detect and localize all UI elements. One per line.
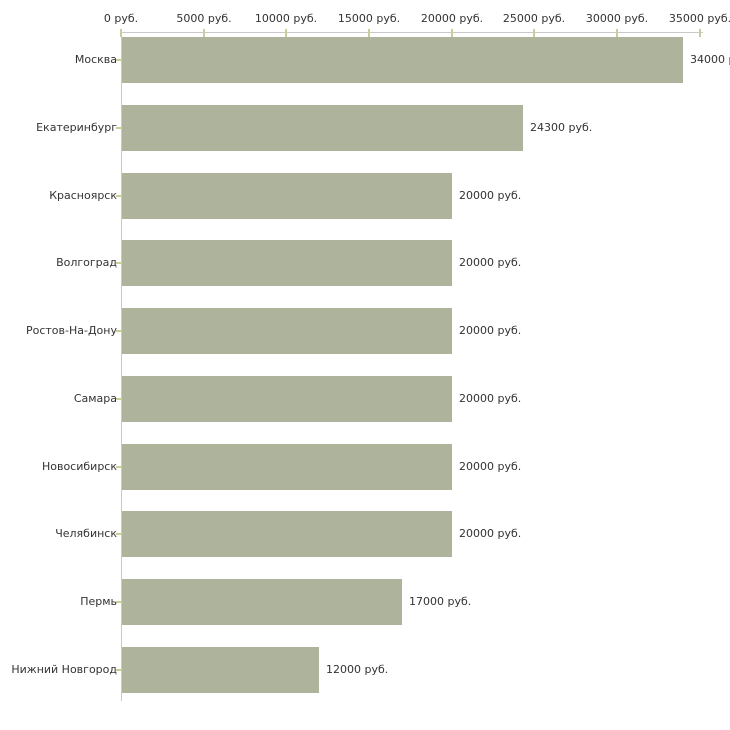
bar-8 [122,579,402,625]
x-tick-mark [285,29,287,37]
category-tick-mark [116,330,121,332]
category-tick-mark [116,398,121,400]
category-tick-mark [116,127,121,129]
x-tick-label: 35000 руб. [668,12,730,25]
bar-5 [122,376,452,422]
bar-4 [122,308,452,354]
category-tick-mark [116,466,121,468]
x-tick-mark [120,29,122,37]
value-label: 20000 руб. [459,256,522,269]
category-label: Самара [73,392,117,405]
category-tick-mark [116,262,121,264]
x-tick-mark [451,29,453,37]
category-label: Красноярск [49,189,117,202]
value-label: 20000 руб. [459,324,522,337]
value-label: 20000 руб. [459,460,522,473]
y-axis-line [121,32,122,701]
bar-9 [122,647,319,693]
x-tick-label: 0 руб. [103,12,139,25]
x-tick-mark [616,29,618,37]
category-label: Екатеринбург [36,121,117,134]
x-tick-label: 25000 руб. [502,12,566,25]
category-tick-mark [116,601,121,603]
category-label: Ростов-На-Дону [25,324,117,337]
x-tick-label: 20000 руб. [420,12,484,25]
category-label: Челябинск [55,527,117,540]
value-label: 34000 руб. [690,53,730,66]
category-label: Москва [74,53,117,66]
bar-3 [122,240,452,286]
value-label: 24300 руб. [530,121,593,134]
x-tick-label: 5000 руб. [176,12,232,25]
bar-7 [122,511,452,557]
x-axis-line [121,32,703,33]
x-tick-label: 10000 руб. [254,12,318,25]
category-label: Нижний Новгород [11,663,117,676]
bar-2 [122,173,452,219]
category-label: Пермь [80,595,117,608]
x-tick-label: 15000 руб. [337,12,401,25]
x-tick-label: 30000 руб. [585,12,649,25]
category-tick-mark [116,669,121,671]
x-tick-mark [699,29,701,37]
value-label: 17000 руб. [409,595,472,608]
value-label: 20000 руб. [459,392,522,405]
bar-6 [122,444,452,490]
category-tick-mark [116,59,121,61]
value-label: 20000 руб. [459,527,522,540]
bar-0 [122,37,683,83]
x-tick-mark [368,29,370,37]
x-tick-mark [203,29,205,37]
category-tick-mark [116,533,121,535]
category-label: Новосибирск [41,460,117,473]
x-tick-mark [533,29,535,37]
category-label: Волгоград [56,256,117,269]
value-label: 12000 руб. [326,663,389,676]
bar-1 [122,105,523,151]
category-tick-mark [116,195,121,197]
value-label: 20000 руб. [459,189,522,202]
